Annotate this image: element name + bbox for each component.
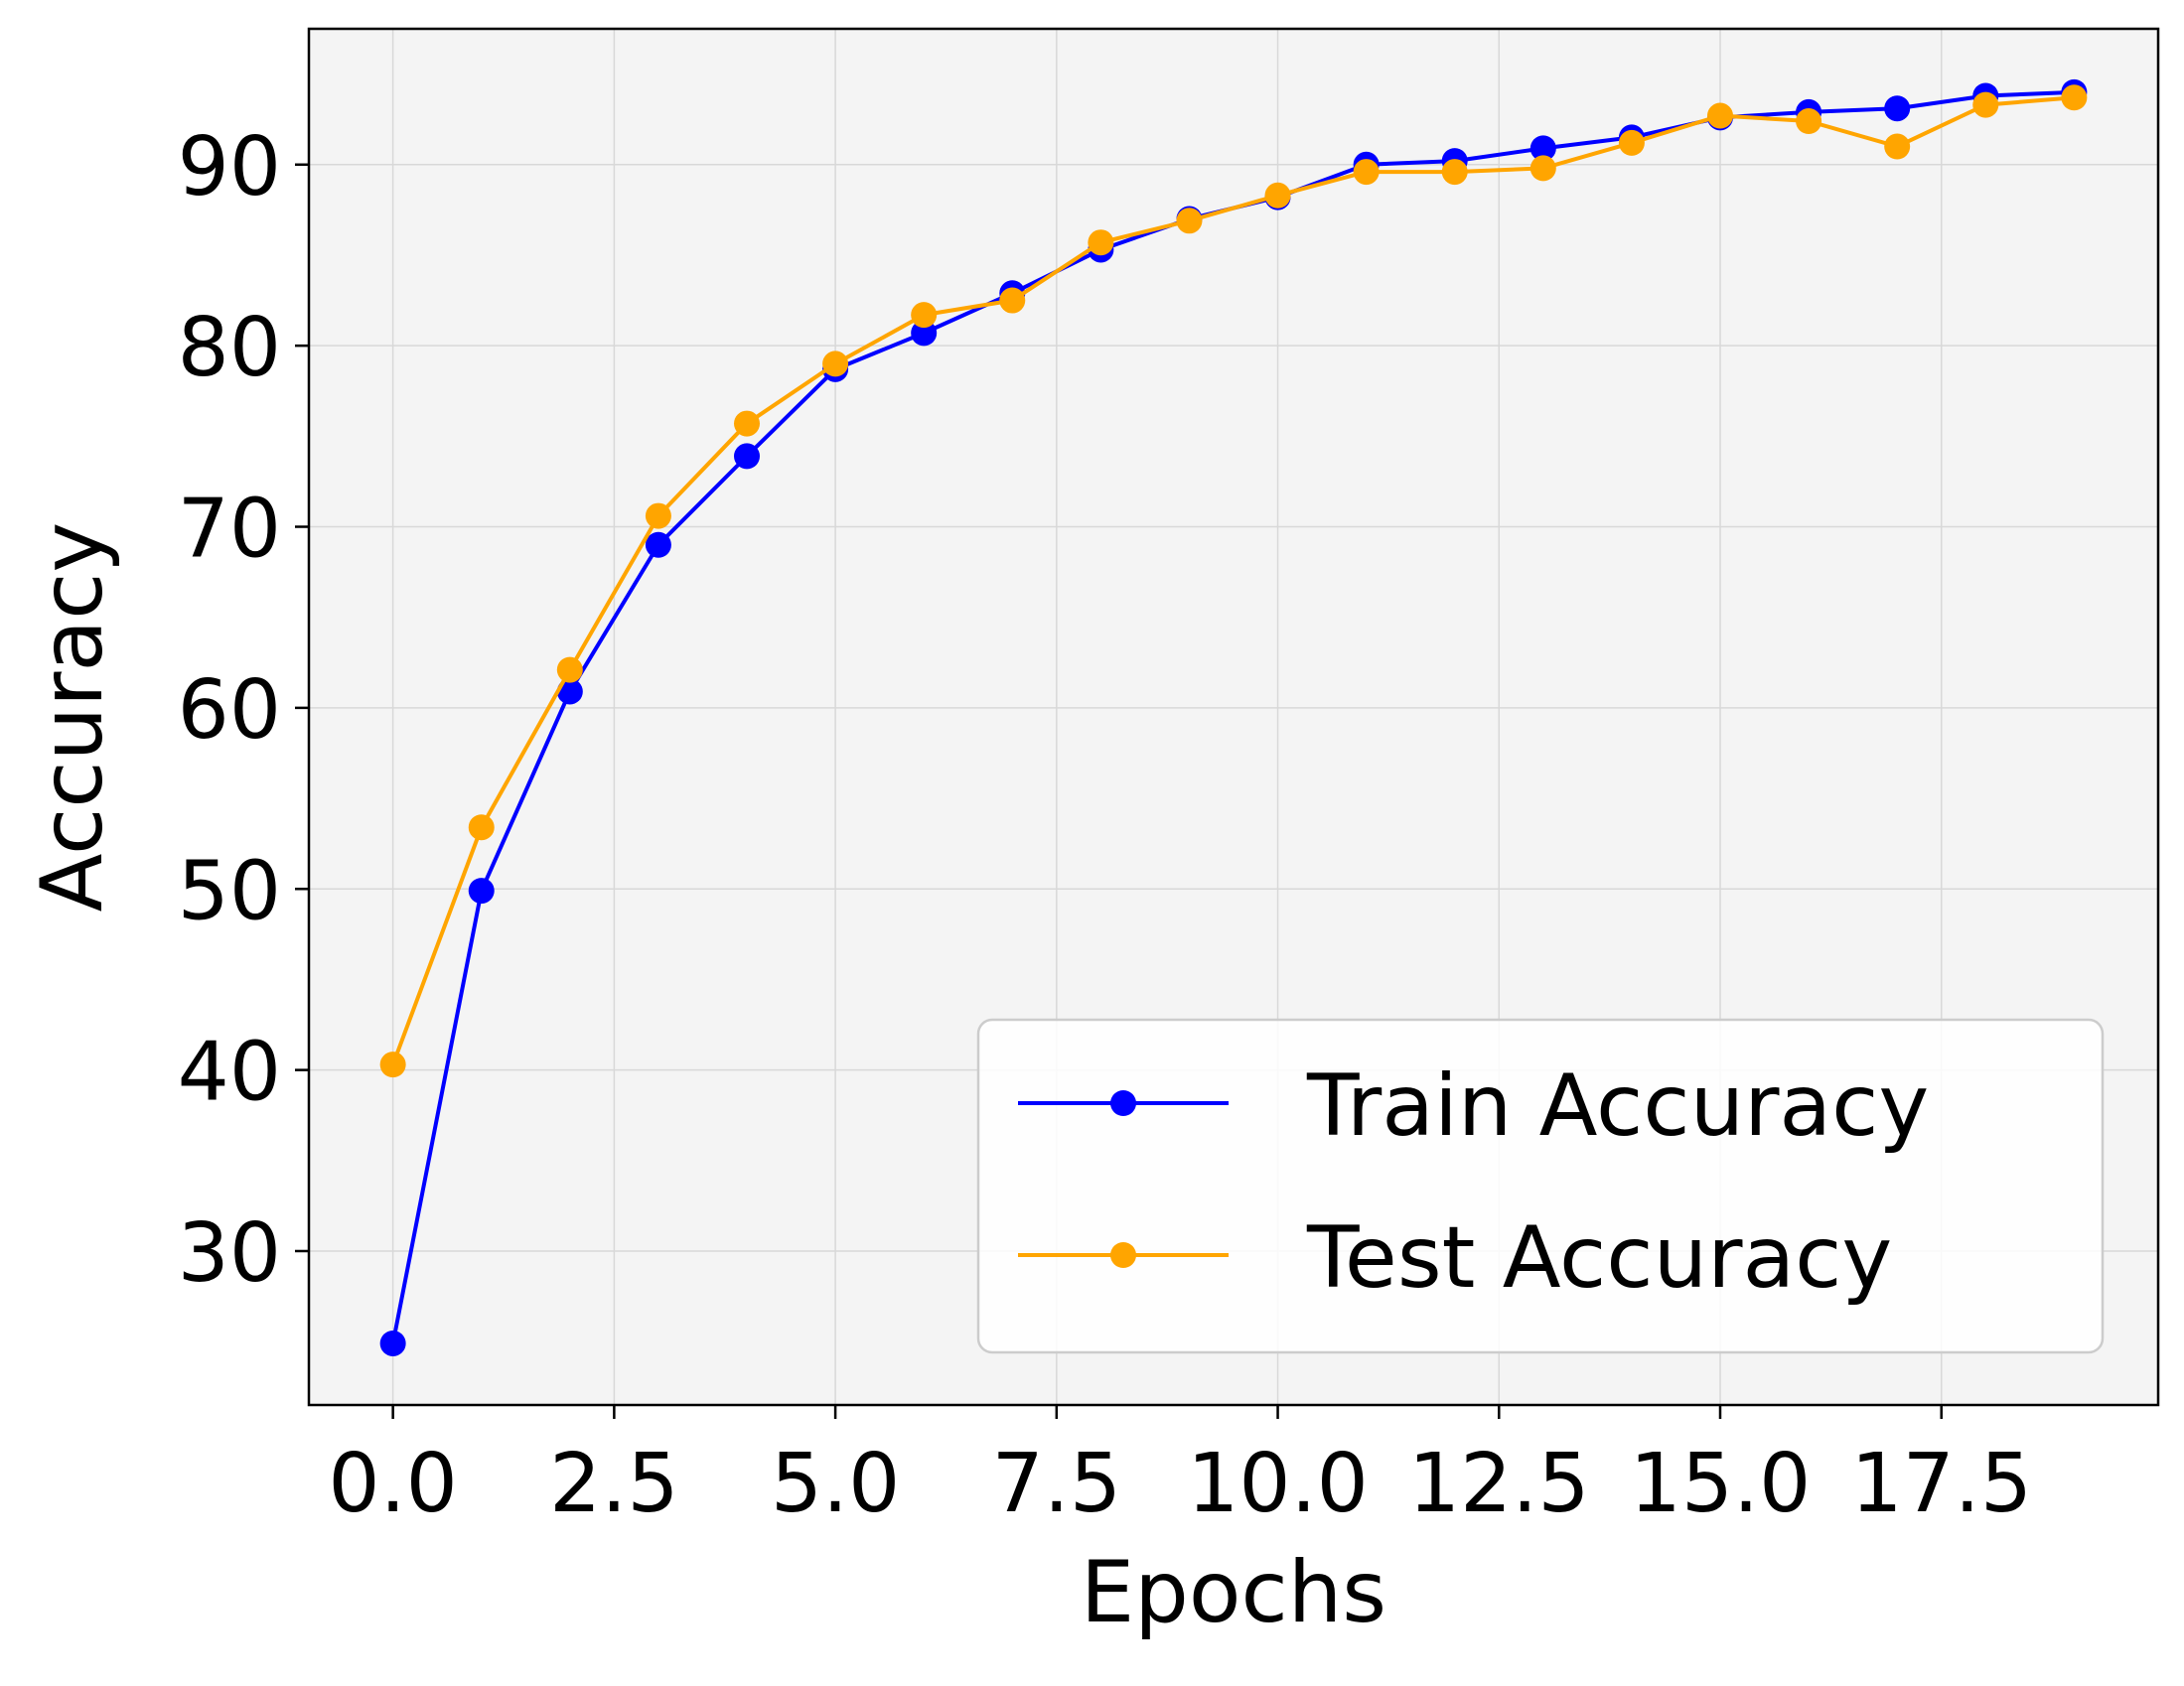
- x-tick-label: 12.5: [1408, 1437, 1590, 1531]
- data-point: [822, 351, 849, 377]
- data-point: [734, 443, 760, 470]
- x-tick-label: 17.5: [1850, 1437, 2032, 1531]
- y-tick-label: 50: [178, 844, 281, 938]
- data-point: [1796, 108, 1822, 135]
- data-point: [999, 287, 1026, 314]
- data-point: [1441, 159, 1468, 186]
- x-tick-label: 5.0: [771, 1437, 900, 1531]
- x-tick-label: 7.5: [992, 1437, 1121, 1531]
- legend: Train Accuracy Test Accuracy: [976, 1018, 2105, 1354]
- plot-frame: [307, 27, 2160, 1407]
- data-point: [468, 878, 495, 905]
- y-tick-label: 70: [178, 483, 281, 577]
- data-point: [1529, 135, 1556, 162]
- data-point: [2061, 84, 2088, 111]
- legend-box: [976, 1018, 2105, 1354]
- y-tick-label: 60: [178, 663, 281, 758]
- data-point: [645, 531, 671, 558]
- legend-test-label: Test Accuracy: [1306, 1208, 1892, 1308]
- x-tick-label: 15.0: [1630, 1437, 1812, 1531]
- data-point: [468, 814, 495, 841]
- legend-train-label: Train Accuracy: [1306, 1056, 1929, 1156]
- data-point: [556, 656, 583, 683]
- data-point: [1884, 133, 1911, 160]
- data-point: [1972, 91, 1999, 118]
- x-tick-label: 0.0: [328, 1437, 457, 1531]
- legend-test-marker: [1110, 1242, 1136, 1268]
- series-line: [390, 95, 2075, 1065]
- data-point: [1529, 155, 1556, 182]
- y-tick-label: 80: [178, 301, 281, 395]
- data-point: [911, 320, 938, 347]
- legend-train-marker: [1110, 1090, 1136, 1116]
- series-layer: [379, 78, 2088, 1356]
- x-tick-label: 10.0: [1187, 1437, 1369, 1531]
- data-point: [1264, 182, 1291, 209]
- y-tick-label: 90: [178, 120, 281, 214]
- y-tick-label: 30: [178, 1206, 281, 1301]
- x-tick-label: 2.5: [549, 1437, 678, 1531]
- axis-ticks: 0.0 2.5 5.0 7.5 10.0 12.5 15.0 17.5 30 40 50 60 70 80…: [178, 120, 2032, 1531]
- data-point: [1707, 102, 1733, 129]
- data-point: [1088, 229, 1114, 256]
- data-point: [1176, 208, 1203, 234]
- x-axis-label: Epochs: [1081, 1543, 1386, 1642]
- data-point: [645, 502, 671, 529]
- y-tick-label: 40: [178, 1026, 281, 1120]
- data-point: [379, 1052, 406, 1078]
- data-point: [734, 410, 760, 437]
- data-point: [1618, 129, 1645, 156]
- y-axis-label: Accuracy: [23, 522, 122, 913]
- data-point: [379, 1330, 406, 1356]
- data-point: [911, 302, 938, 329]
- data-point: [1353, 159, 1380, 186]
- series-test-accuracy: [379, 84, 2088, 1078]
- data-point: [1884, 95, 1911, 122]
